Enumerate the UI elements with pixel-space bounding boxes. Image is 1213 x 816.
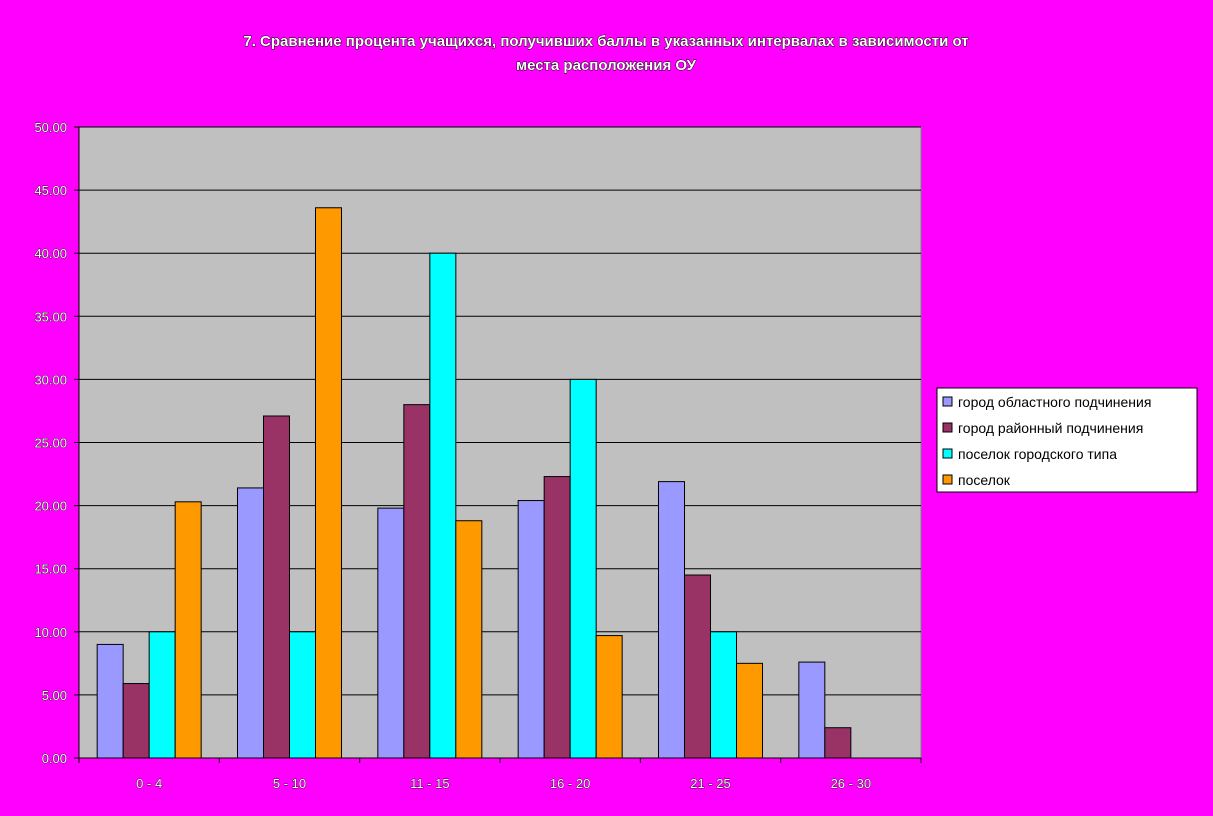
bar bbox=[736, 662, 763, 759]
y-tick-label: 45.00 bbox=[34, 183, 67, 198]
bar bbox=[377, 507, 405, 759]
x-tick-label: 16 - 20 bbox=[550, 776, 590, 791]
bars bbox=[96, 207, 852, 759]
x-tick-label: 11 - 15 bbox=[410, 776, 450, 791]
x-tick-label: 0 - 4 bbox=[136, 776, 162, 791]
chart-title-line-1: 7. Сравнение процента учащихся, получивш… bbox=[243, 33, 968, 50]
y-tick-label: 20.00 bbox=[34, 499, 67, 514]
y-tick-label: 5.00 bbox=[42, 688, 67, 703]
bar bbox=[710, 631, 737, 759]
bar bbox=[455, 520, 483, 759]
y-tick-label: 10.00 bbox=[34, 625, 67, 640]
legend-swatch bbox=[942, 448, 953, 459]
bar bbox=[122, 683, 150, 759]
x-tick-label: 21 - 25 bbox=[690, 776, 730, 791]
legend-label: город областного подчинения bbox=[958, 394, 1151, 410]
bar bbox=[824, 727, 852, 759]
legend-swatch bbox=[942, 474, 953, 485]
x-tick-label: 5 - 10 bbox=[273, 776, 306, 791]
bar bbox=[289, 631, 316, 759]
legend-label: город районный подчинения bbox=[958, 420, 1143, 436]
y-tick-label: 40.00 bbox=[34, 246, 67, 261]
legend-label: поселок bbox=[958, 472, 1011, 488]
bar bbox=[684, 574, 711, 759]
bar bbox=[658, 481, 685, 759]
bar bbox=[263, 415, 290, 759]
y-axis-tick-labels: 0.00 5.00 10.00 15.00 20.00 25.00 30.00 35.00 40… bbox=[34, 120, 67, 767]
bar bbox=[543, 476, 571, 759]
bar bbox=[798, 661, 826, 759]
legend-swatch bbox=[942, 396, 953, 407]
y-tick-label: 15.00 bbox=[34, 562, 67, 577]
y-tick-label: 50.00 bbox=[34, 120, 67, 135]
gridlines bbox=[79, 126, 921, 696]
y-tick-label: 30.00 bbox=[34, 372, 67, 387]
x-tick-label: 26 - 30 bbox=[831, 776, 871, 791]
bar bbox=[595, 635, 623, 759]
bar bbox=[174, 501, 202, 759]
bar bbox=[429, 252, 457, 759]
bar bbox=[96, 643, 124, 759]
bar bbox=[148, 631, 176, 759]
x-axis-tick-labels: 0 - 4 5 - 10 11 - 15 16 - 20 21 - 25 26 - 30 bbox=[136, 776, 872, 792]
bar bbox=[569, 378, 597, 759]
bar bbox=[315, 207, 342, 759]
y-tick-label: 35.00 bbox=[34, 309, 67, 324]
y-tick-label: 25.00 bbox=[34, 436, 67, 451]
y-tick-label: 0.00 bbox=[42, 751, 67, 766]
legend-swatch bbox=[942, 422, 953, 433]
legend-label: поселок городского типа bbox=[958, 446, 1117, 462]
legend: город областного подчинения город районны… bbox=[936, 387, 1198, 493]
bar bbox=[403, 404, 431, 759]
legend-box bbox=[936, 387, 1198, 493]
axes bbox=[74, 126, 922, 763]
bar bbox=[517, 500, 545, 759]
bar bbox=[237, 487, 264, 759]
chart-title-line-2: места расположения ОУ bbox=[516, 57, 697, 74]
